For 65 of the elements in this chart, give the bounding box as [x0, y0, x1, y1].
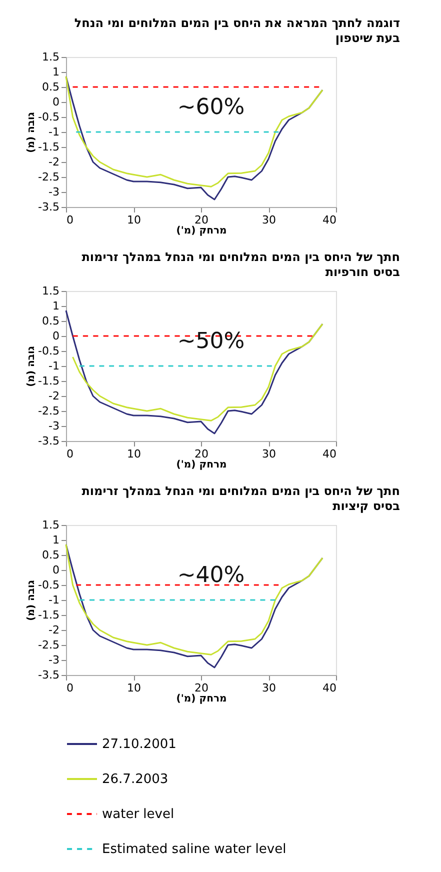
y-tick-label: -3 [48, 186, 60, 198]
x-axis-title: מרחק (מ') [176, 694, 227, 704]
x-tick-label: 0 [66, 448, 74, 460]
x-tick-label: 0 [66, 682, 74, 694]
chart-title: חתך של היחס בין המים המלוחים ומי הנחל במהלך זרימות בסיס קיציות [80, 484, 400, 514]
annotation: ~40% [177, 563, 245, 588]
y-tick-label: 0.5 [42, 80, 60, 94]
y-tick-label: -3.5 [38, 434, 60, 448]
y-tick-label: -2 [48, 156, 60, 168]
x-tick-label: 40 [322, 682, 336, 694]
x-axis-title: מרחק (מ') [176, 460, 227, 470]
y-tick-label: 1.5 [42, 50, 60, 64]
y-tick-label: -1 [48, 126, 60, 138]
y-tick-label: -2 [48, 390, 60, 402]
y-tick-label: 1 [52, 300, 60, 312]
chart-title: דוגמה לחתך המראה את היחס בין המים המלוחים ומי הנחל בעת שיטפון [73, 16, 400, 46]
legend-label: 26.7.2003 [102, 772, 168, 787]
y-tick-label: -2.5 [38, 170, 60, 184]
x-tick-label: 0 [66, 214, 74, 226]
x-tick-label: 30 [262, 682, 276, 694]
y-tick-label: -3.5 [38, 200, 60, 214]
y-tick-label: -1.5 [38, 608, 60, 622]
y-tick-label: -0.5 [38, 110, 60, 124]
y-tick-label: 0 [52, 564, 60, 576]
y-tick-label: -1.5 [38, 374, 60, 388]
y-tick-label: 1.5 [42, 518, 60, 532]
y-tick-label: -1.5 [38, 140, 60, 154]
y-tick-label: -3 [48, 654, 60, 666]
y-tick-label: 1.5 [42, 284, 60, 298]
line-series [72, 323, 324, 422]
y-tick-label: 0.5 [42, 314, 60, 328]
x-tick-label: 10 [127, 682, 141, 694]
x-tick-label: 10 [127, 214, 141, 226]
y-tick-label: 1 [52, 534, 60, 546]
y-axis-title: גובה (מ) [26, 580, 38, 621]
x-tick-label: 30 [262, 448, 276, 460]
y-axis-title: גובה (מ) [26, 112, 38, 153]
annotation: ~50% [177, 329, 245, 354]
legend-label: 27.10.2001 [102, 737, 176, 752]
annotation: ~60% [177, 95, 245, 120]
y-tick-label: -2.5 [38, 638, 60, 652]
x-tick-label: 40 [322, 214, 336, 226]
legend-label: Estimated saline water level [102, 842, 286, 857]
chart-title: חתך של היחס בין המים המלוחים ומי הנחל במהלך זרימות בסיס חורפיות [80, 250, 400, 280]
y-tick-label: 1 [52, 66, 60, 78]
y-tick-label: -0.5 [38, 578, 60, 592]
y-axis-title: גובה (מ) [26, 346, 38, 387]
y-tick-label: 0.5 [42, 548, 60, 562]
x-tick-label: 10 [127, 448, 141, 460]
y-tick-label: -3 [48, 420, 60, 432]
y-tick-label: -1 [48, 594, 60, 606]
x-tick-label: 20 [194, 682, 208, 694]
y-tick-label: -2 [48, 624, 60, 636]
x-tick-label: 20 [194, 214, 208, 226]
legend-label: water level [102, 807, 174, 822]
x-tick-label: 20 [194, 448, 208, 460]
x-tick-label: 30 [262, 214, 276, 226]
y-tick-label: -1 [48, 360, 60, 372]
y-tick-label: 0 [52, 96, 60, 108]
y-tick-label: -3.5 [38, 668, 60, 682]
y-tick-label: 0 [52, 330, 60, 342]
y-tick-label: -2.5 [38, 404, 60, 418]
x-tick-label: 40 [322, 448, 336, 460]
y-tick-label: -0.5 [38, 344, 60, 358]
x-axis-title: מרחק (מ') [176, 226, 227, 236]
